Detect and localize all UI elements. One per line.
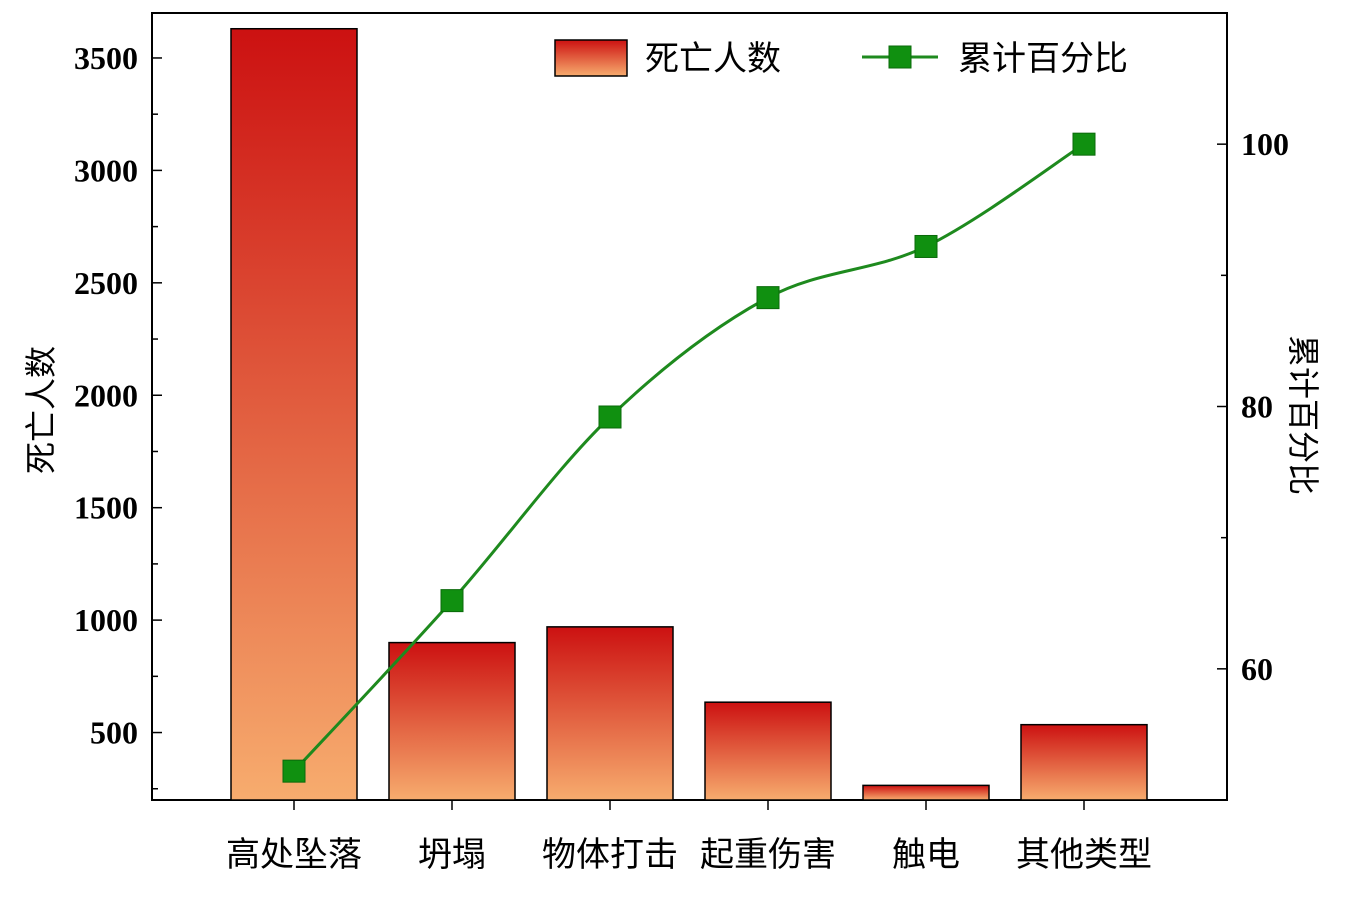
y2-tick-label: 80 <box>1241 389 1273 425</box>
bar-series <box>230 27 1148 801</box>
y-tick-label: 2500 <box>74 265 138 301</box>
y-tick-label: 1500 <box>74 490 138 526</box>
x-tick-label: 高处坠落 <box>226 835 362 875</box>
x-tick-label: 起重伤害 <box>700 835 836 875</box>
cumulative-line-series <box>282 132 1096 783</box>
x-tick-label: 触电 <box>892 835 960 875</box>
bar-3 <box>546 626 674 801</box>
bar-2 <box>388 641 516 801</box>
right-y-axis: 60 80 100 <box>1217 126 1289 687</box>
bar-5 <box>862 784 990 801</box>
y2-tick-label: 100 <box>1241 126 1289 162</box>
cumulative-marker-3 <box>598 405 622 429</box>
y-tick-label: 2000 <box>74 377 138 413</box>
y-tick-label: 1000 <box>74 602 138 638</box>
legend: 死亡人数 累计百分比 <box>554 39 1128 79</box>
cumulative-marker-4 <box>756 286 780 310</box>
bar-6 <box>1020 723 1148 801</box>
cumulative-marker-2 <box>440 589 464 613</box>
y-tick-label: 500 <box>90 715 138 751</box>
y-axis-title: 死亡人数 <box>22 346 60 474</box>
y-tick-label: 3500 <box>74 40 138 76</box>
legend-bar-swatch <box>554 39 628 77</box>
y2-tick-label: 60 <box>1241 651 1273 687</box>
legend-line-label: 累计百分比 <box>958 39 1128 79</box>
cumulative-marker-1 <box>282 759 306 783</box>
bar-1 <box>230 27 358 801</box>
legend-bar-label: 死亡人数 <box>645 39 781 79</box>
legend-line-marker <box>888 45 912 69</box>
x-tick-label: 坍塌 <box>418 835 486 875</box>
left-y-axis: 500 1000 1500 2000 2500 3000 3500 <box>74 40 162 790</box>
bar-4 <box>704 701 832 801</box>
x-axis: 高处坠落 坍塌 物体打击 起重伤害 触电 其他类型 <box>226 800 1152 875</box>
y-tick-label: 3000 <box>74 152 138 188</box>
cumulative-marker-5 <box>914 234 938 258</box>
x-tick-label: 其他类型 <box>1016 835 1152 875</box>
y2-axis-title: 累计百分比 <box>1284 335 1322 495</box>
x-tick-label: 物体打击 <box>542 835 678 875</box>
cumulative-marker-6 <box>1072 132 1096 156</box>
